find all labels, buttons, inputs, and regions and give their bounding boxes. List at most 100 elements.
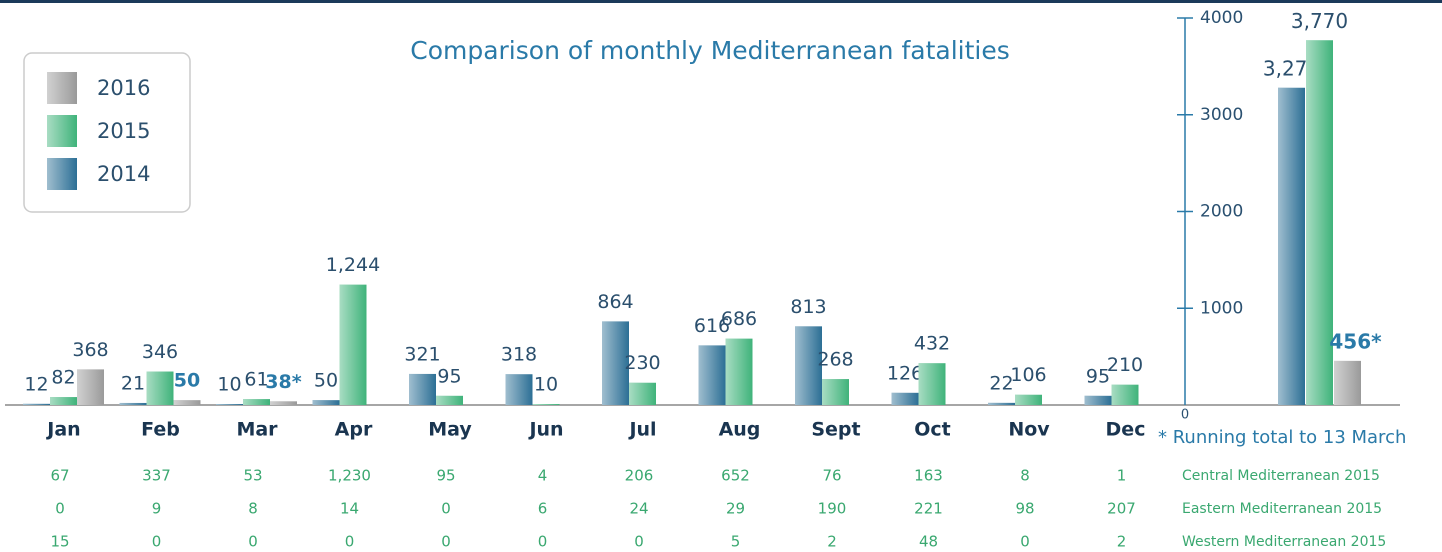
x-tick-label: Jun [527, 419, 563, 441]
table-row-label: Western Mediterranean 2015 [1182, 534, 1386, 550]
table-cell: 2 [827, 533, 837, 551]
legend-label: 2016 [97, 76, 150, 100]
value-label: 50 [174, 370, 200, 392]
table-cell: 5 [731, 533, 741, 551]
bar-shine [23, 403, 50, 405]
table-row-label: Eastern Mediterranean 2015 [1182, 501, 1382, 517]
value-label: 686 [721, 308, 757, 330]
table-cell: 0 [345, 533, 355, 551]
bar-shine [1111, 384, 1139, 405]
bar-shine [243, 399, 270, 405]
bar-shine [436, 395, 463, 405]
total-label: 456* [1329, 329, 1382, 353]
table-cell: 163 [914, 467, 943, 485]
bar-shine [47, 158, 77, 190]
table-cell: 206 [625, 467, 654, 485]
table-cell: 76 [822, 467, 841, 485]
bar-shine [312, 400, 340, 405]
table-cell: 98 [1015, 500, 1034, 518]
table-cell: 652 [721, 467, 750, 485]
table-cell: 0 [441, 500, 451, 518]
bar-shine [822, 379, 849, 405]
table-cell: 6 [538, 500, 548, 518]
bar-shine [119, 402, 147, 405]
value-label: 368 [72, 339, 108, 361]
total-label: 3,770 [1291, 9, 1348, 33]
value-label: 10 [217, 374, 241, 396]
table-cell: 1 [1117, 467, 1127, 485]
table-cell: 8 [248, 500, 258, 518]
bar-shine [532, 404, 560, 405]
table-cell: 4 [538, 467, 548, 485]
table-cell: 14 [340, 500, 359, 518]
value-label: 106 [1010, 364, 1046, 386]
table-cell: 0 [441, 533, 451, 551]
table-cell: 0 [634, 533, 644, 551]
table-cell: 1,230 [328, 467, 371, 485]
value-label: 1,244 [326, 254, 380, 276]
bar-shine [216, 404, 243, 405]
value-label: 61 [244, 369, 268, 391]
table-cell: 95 [436, 467, 455, 485]
value-label: 38* [265, 371, 301, 393]
x-tick-label: Mar [236, 419, 278, 441]
x-tick-label: Apr [335, 419, 373, 441]
bar-shine [725, 338, 753, 405]
bar-shine [409, 373, 436, 405]
table-cell: 53 [243, 467, 262, 485]
bar-shine [1084, 395, 1112, 405]
bar-shine [1278, 87, 1305, 406]
value-label: 12 [24, 373, 48, 395]
x-tick-label: Feb [141, 419, 180, 441]
legend-label: 2015 [97, 119, 150, 143]
x-tick-label: Oct [914, 419, 951, 441]
table-cell: 0 [1020, 533, 1030, 551]
bar-shine [50, 397, 77, 405]
value-label: 82 [51, 367, 75, 389]
bar-shine [988, 402, 1015, 405]
y-tick-label: 4000 [1200, 8, 1243, 28]
bar-shine [795, 326, 822, 405]
table-cell: 9 [152, 500, 162, 518]
value-label: 95 [437, 365, 461, 387]
table-cell: 0 [538, 533, 548, 551]
y-tick-label: 2000 [1200, 202, 1243, 222]
value-label: 21 [121, 372, 145, 394]
value-label: 616 [694, 315, 730, 337]
legend-label: 2014 [97, 162, 150, 186]
table-cell: 0 [248, 533, 258, 551]
table-cell: 48 [919, 533, 938, 551]
value-label: 126 [887, 362, 923, 384]
table-cell: 15 [50, 533, 69, 551]
table-cell: 29 [726, 500, 745, 518]
bar-shine [77, 369, 104, 405]
x-tick-label: Sept [811, 419, 860, 441]
table-cell: 0 [55, 500, 65, 518]
table-cell: 0 [152, 533, 162, 551]
table-cell: 190 [818, 500, 847, 518]
value-label: 432 [914, 333, 950, 355]
x-tick-label: Dec [1106, 419, 1146, 441]
bar-shine [629, 382, 656, 405]
bar-shine [1015, 394, 1042, 405]
top-border [0, 0, 1442, 3]
value-label: 210 [1107, 354, 1143, 376]
table-cell: 337 [142, 467, 171, 485]
bar-shine [918, 363, 946, 405]
bar-shine [47, 115, 77, 147]
table-cell: 8 [1020, 467, 1030, 485]
value-label: 864 [597, 291, 633, 313]
x-tick-label: Nov [1008, 419, 1050, 441]
table-cell: 207 [1107, 500, 1136, 518]
bar-shine [339, 284, 367, 405]
y-tick-label: 3000 [1200, 105, 1243, 125]
table-row-label: Central Mediterranean 2015 [1182, 468, 1380, 484]
bar-shine [146, 371, 174, 405]
x-tick-label: May [428, 419, 472, 441]
footnote: * Running total to 13 March [1158, 427, 1406, 448]
chart-title: Comparison of monthly Mediterranean fata… [410, 36, 1010, 65]
value-label: 813 [790, 296, 826, 318]
x-tick-label: Jul [627, 419, 656, 441]
value-label: 230 [624, 352, 660, 374]
